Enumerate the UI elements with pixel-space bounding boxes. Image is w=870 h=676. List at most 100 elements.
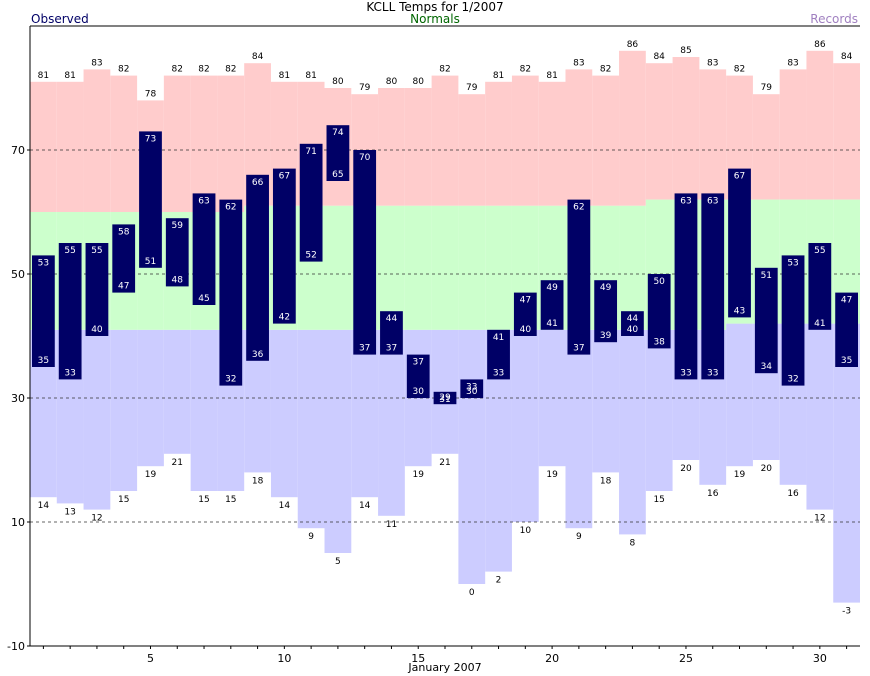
record-high-band: [565, 69, 593, 206]
observed-low-label: 40: [627, 325, 639, 335]
record-low-label: 13: [64, 507, 75, 517]
observed-high-label: 67: [734, 172, 745, 182]
y-tick-label: 30: [11, 392, 25, 405]
observed-high-label: 44: [386, 314, 398, 324]
normal-band: [324, 205, 352, 330]
x-tick-label: 25: [679, 652, 693, 665]
record-low-band: [110, 329, 138, 491]
record-low-label: 20: [761, 464, 773, 474]
observed-high-label: 53: [38, 258, 49, 268]
record-high-label: 83: [707, 58, 718, 68]
observed-bar: [460, 379, 484, 398]
observed-low-label: 45: [198, 294, 209, 304]
y-tick-label: 10: [11, 516, 25, 529]
record-low-label: 15: [118, 495, 129, 505]
observed-bar: [246, 174, 269, 361]
record-low-band: [297, 329, 325, 529]
observed-high-label: 49: [600, 283, 612, 293]
observed-low-label: 48: [172, 275, 184, 285]
normal-band: [458, 205, 486, 330]
record-low-band: [190, 329, 218, 491]
x-tick-label: 10: [277, 652, 291, 665]
record-low-label: 14: [38, 501, 50, 511]
record-low-label: 18: [252, 476, 264, 486]
x-tick-label: 30: [813, 652, 827, 665]
observed-bar: [647, 274, 671, 349]
observed-low-label: 43: [734, 306, 745, 316]
record-low-label: 19: [546, 470, 558, 480]
record-low-label: 18: [600, 476, 612, 486]
record-low-band: [83, 329, 111, 510]
observed-bar: [594, 280, 618, 343]
record-high-label: 81: [546, 71, 557, 81]
record-high-band: [404, 88, 432, 206]
record-high-label: 82: [734, 65, 745, 75]
observed-low-label: 30: [412, 387, 424, 397]
chart-title: KCLL Temps for 1/2007: [366, 0, 504, 14]
x-axis-label: January 2007: [408, 661, 482, 674]
record-low-band: [726, 323, 753, 467]
record-low-label: 5: [335, 557, 341, 567]
record-high-band: [619, 50, 646, 206]
observed-high-label: 50: [653, 277, 665, 287]
x-tick-label: 15: [411, 652, 425, 665]
record-high-band: [83, 69, 111, 213]
record-low-label: 12: [814, 514, 825, 524]
record-low-label: 19: [412, 470, 424, 480]
record-high-label: 82: [172, 65, 183, 75]
observed-bar: [808, 243, 832, 330]
observed-bar: [32, 255, 55, 367]
record-low-label: 16: [787, 489, 799, 499]
record-high-label: 82: [439, 65, 450, 75]
observed-low-label: 47: [118, 282, 129, 292]
record-high-band: [110, 75, 138, 212]
observed-bar: [781, 255, 805, 386]
record-high-label: 82: [198, 65, 209, 75]
observed-high-label: 37: [412, 358, 423, 368]
observed-bar: [326, 125, 350, 181]
record-high-band: [56, 81, 84, 212]
y-tick-label: -10: [7, 640, 25, 653]
record-high-label: 82: [225, 65, 236, 75]
record-low-band: [833, 323, 860, 603]
observed-low-label: 38: [653, 337, 665, 347]
record-low-label: 15: [198, 495, 209, 505]
record-low-label: 19: [734, 470, 746, 480]
observed-low-label: 32: [787, 375, 798, 385]
record-high-label: 84: [653, 52, 665, 62]
observed-low-label: 34: [761, 362, 773, 372]
record-high-label: 79: [761, 83, 773, 93]
record-high-label: 81: [38, 71, 49, 81]
observed-bar: [380, 311, 403, 355]
normal-band: [619, 205, 646, 330]
observed-high-label: 71: [305, 147, 316, 157]
record-low-band: [458, 329, 486, 584]
observed-high-label: 58: [118, 227, 130, 237]
observed-bar: [701, 193, 725, 380]
observed-high-label: 33: [466, 382, 477, 392]
record-low-band: [806, 323, 834, 510]
observed-high-label: 44: [627, 314, 639, 324]
observed-low-label: 30: [466, 387, 478, 397]
record-low-label: 14: [279, 501, 291, 511]
record-high-label: 79: [359, 83, 371, 93]
observed-low-label: 33: [64, 368, 75, 378]
record-low-band: [511, 329, 539, 522]
observed-high-label: 53: [787, 258, 798, 268]
record-high-band: [511, 75, 539, 206]
observed-high-label: 59: [172, 221, 184, 231]
x-tick-label: 5: [147, 652, 154, 665]
record-low-band: [270, 329, 298, 498]
normal-band: [431, 205, 459, 330]
record-high-label: 82: [520, 65, 531, 75]
observed-high-label: 67: [279, 172, 290, 182]
observed-high-label: 47: [520, 296, 531, 306]
observed-low-label: 37: [359, 344, 370, 354]
observed-bar: [728, 168, 751, 318]
record-high-band: [806, 50, 834, 200]
observed-high-label: 62: [573, 203, 584, 213]
record-high-label: 83: [91, 58, 102, 68]
observed-low-label: 52: [305, 251, 316, 261]
x-tick-label: 20: [545, 652, 559, 665]
observed-high-label: 70: [359, 153, 371, 163]
